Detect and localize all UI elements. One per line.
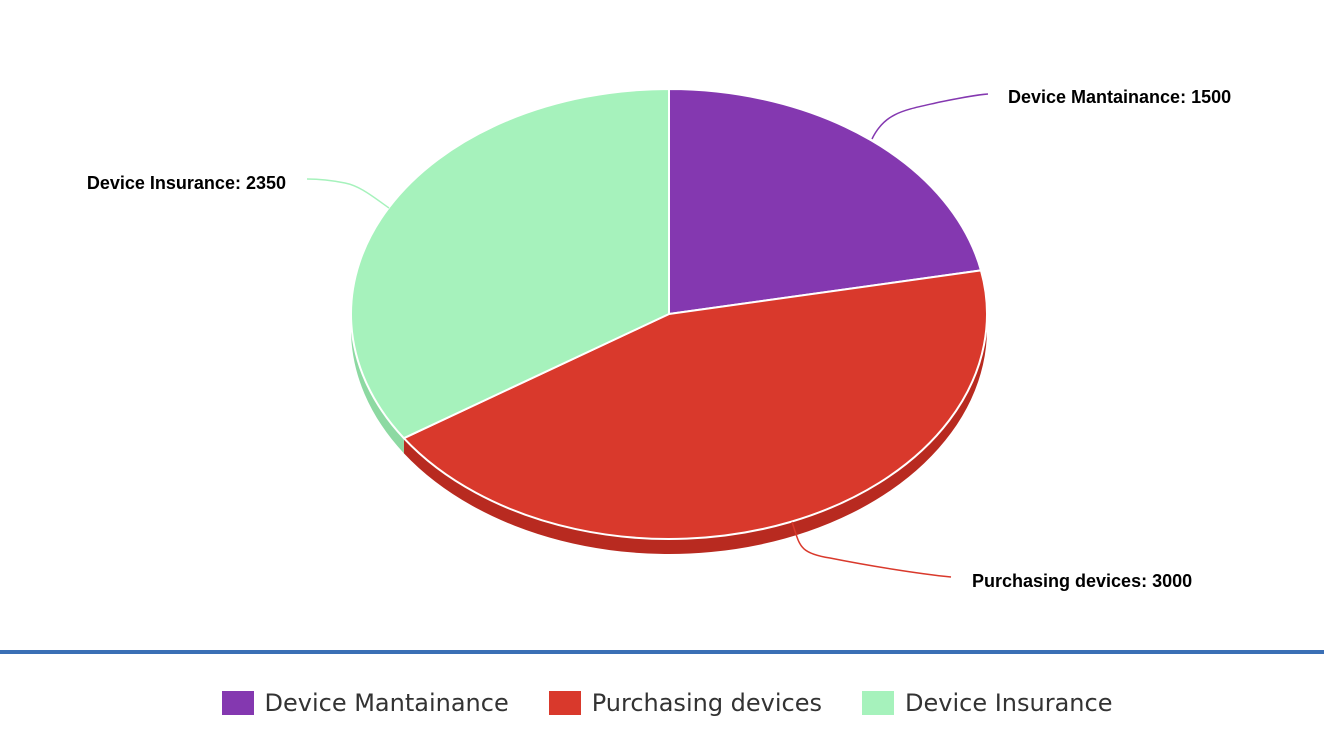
leader-line-device-mantainance: [871, 93, 989, 140]
legend-item-device-insurance[interactable]: Device Insurance: [862, 689, 1112, 717]
pie-chart-plot: Device Mantainance: 1500 Purchasing devi…: [87, 87, 1231, 591]
data-label-device-mantainance: Device Mantainance: 1500: [1008, 87, 1231, 107]
leader-lines: [306, 93, 989, 578]
pie-slices: [350, 88, 988, 540]
legend-divider: [0, 650, 1324, 654]
legend-label-device-insurance: Device Insurance: [905, 689, 1113, 717]
slice-purchasing-devices[interactable]: [402, 269, 988, 540]
legend: Device Mantainance Purchasing devices De…: [0, 686, 1324, 720]
data-label-device-insurance: Device Insurance: 2350: [87, 173, 286, 193]
legend-swatch-device-insurance: [862, 691, 895, 715]
slice-side-device-insurance: [351, 314, 404, 454]
leader-line-device-insurance: [306, 178, 390, 209]
legend-label-purchasing-devices: Purchasing devices: [591, 689, 823, 717]
legend-swatch-device-mantainance: [221, 691, 254, 715]
data-labels: Device Mantainance: 1500 Purchasing devi…: [87, 87, 1231, 591]
legend-item-device-mantainance[interactable]: Device Mantainance: [221, 689, 509, 717]
legend-swatch-purchasing-devices: [548, 691, 581, 715]
pie-depth-layer: [351, 314, 988, 555]
legend-item-purchasing-devices[interactable]: Purchasing devices: [548, 689, 823, 717]
legend-label-device-mantainance: Device Mantainance: [264, 689, 509, 717]
data-label-purchasing-devices: Purchasing devices: 3000: [972, 571, 1192, 591]
leader-line-purchasing-devices: [791, 521, 952, 578]
slice-device-mantainance[interactable]: [668, 88, 982, 315]
